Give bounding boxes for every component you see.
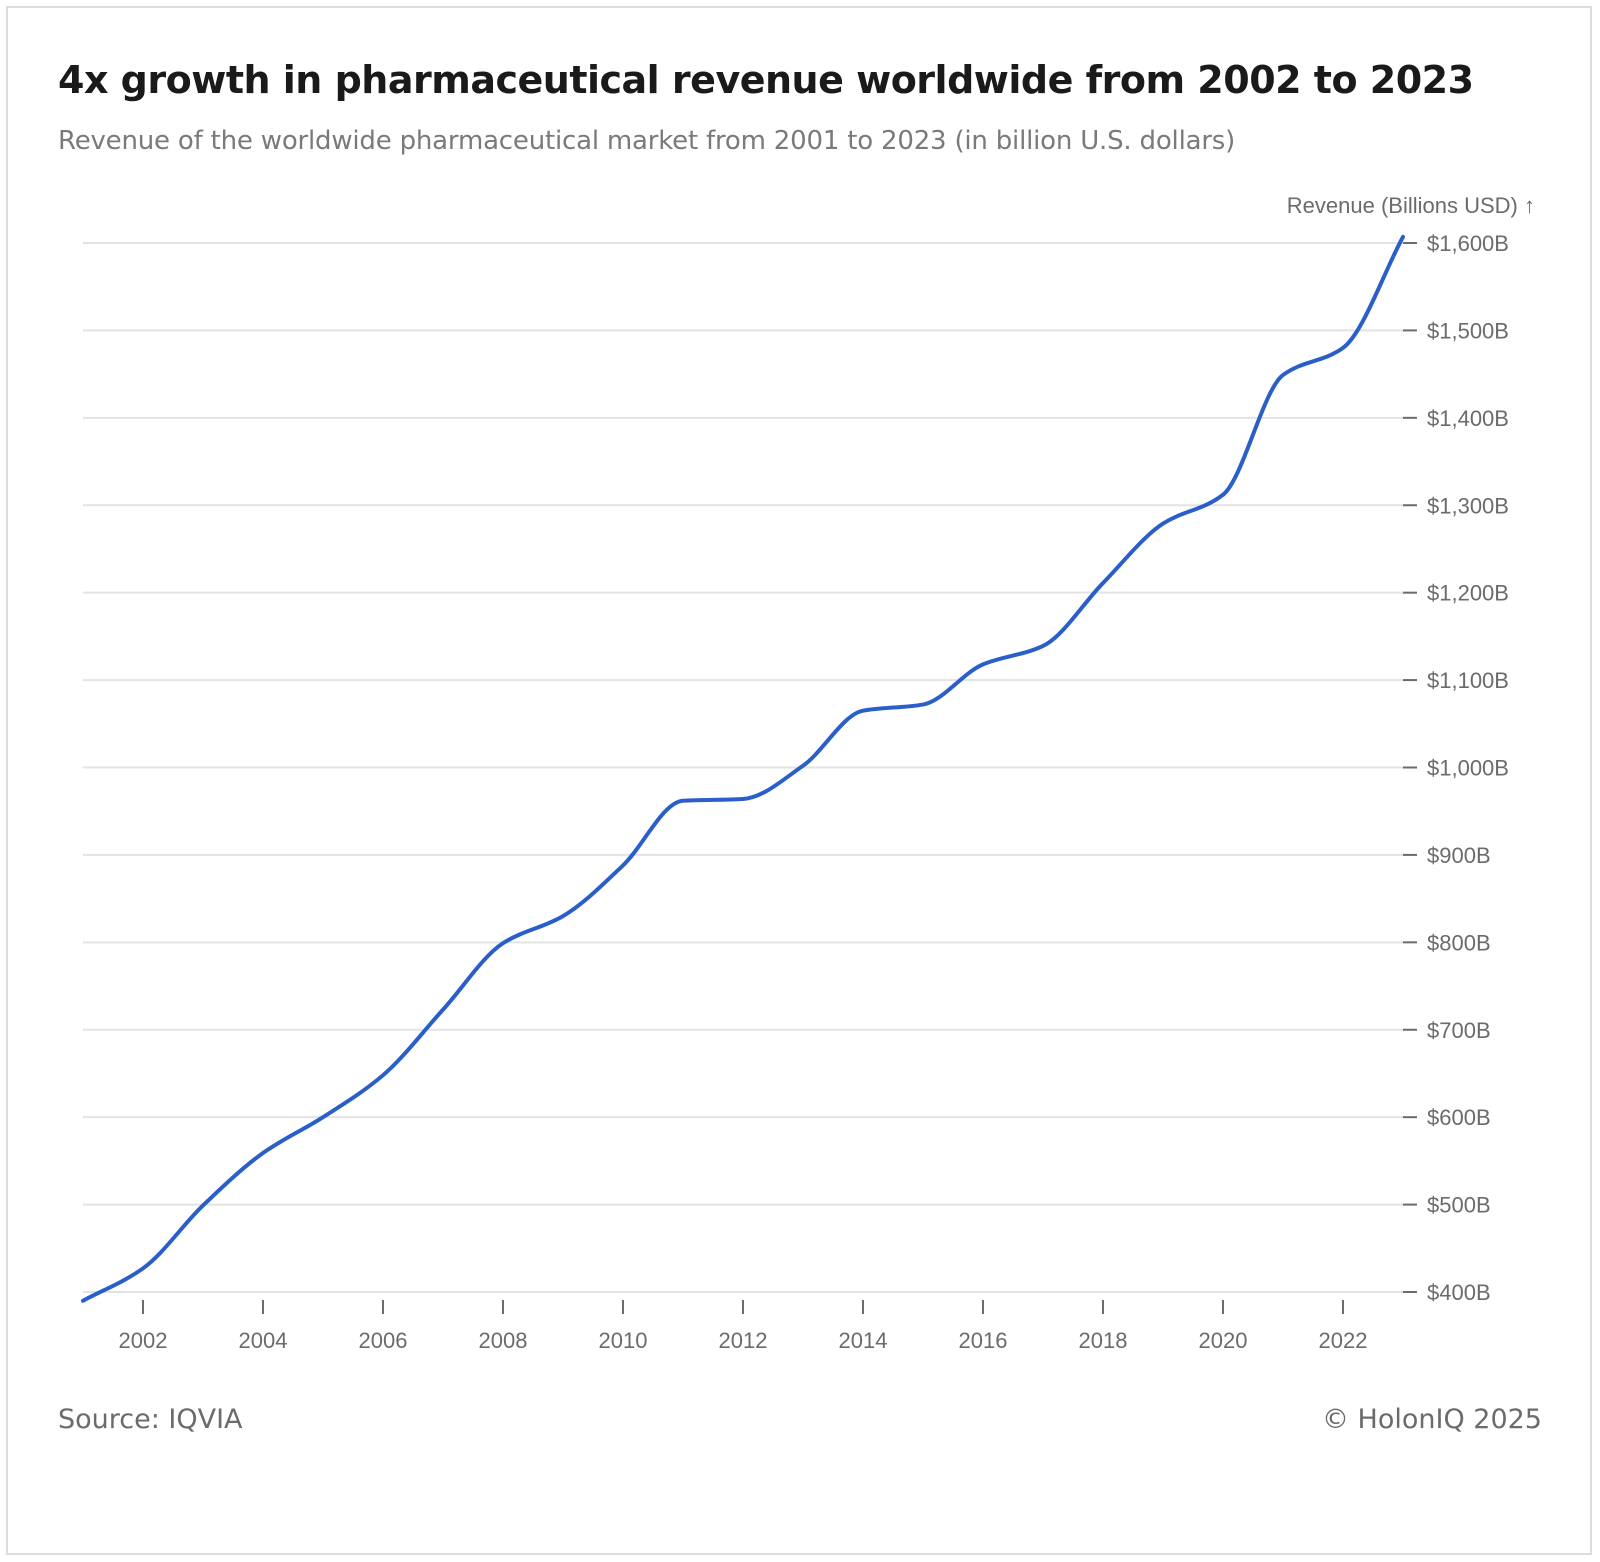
y-tick-label: $1,000B [1427, 756, 1509, 781]
data-point [740, 796, 746, 802]
copyright-note: © HolonIQ 2025 [1321, 1404, 1542, 1435]
y-axis: $400B $500B $600B $700B $800B $900B $1,000B $1,… [1403, 231, 1509, 1305]
x-tick-label: 2012 [719, 1328, 768, 1353]
data-point [140, 1265, 146, 1271]
x-tick-label: 2020 [1199, 1328, 1248, 1353]
x-axis: 2002 2004 2006 2008 2010 2012 2014 2016 2018 2020… [119, 1300, 1368, 1353]
y-tick-label: $1,500B [1427, 318, 1509, 343]
data-point [860, 708, 866, 714]
y-tick-label: $700B [1427, 1018, 1491, 1043]
y-axis-title: Revenue (Billions USD) ↑ [1287, 193, 1535, 218]
data-point [1160, 521, 1166, 527]
data-point [800, 763, 806, 769]
y-tick-label: $500B [1427, 1193, 1491, 1218]
y-tick-label: $1,200B [1427, 581, 1509, 606]
y-tick-label: $900B [1427, 843, 1491, 868]
y-tick-label: $1,100B [1427, 668, 1509, 693]
data-point [980, 661, 986, 667]
data-point [200, 1202, 206, 1208]
data-point [620, 862, 626, 868]
data-point [1280, 372, 1286, 378]
x-tick-label: 2010 [599, 1328, 648, 1353]
y-tick-label: $600B [1427, 1105, 1491, 1130]
y-tick-label: $800B [1427, 930, 1491, 955]
x-tick-label: 2006 [359, 1328, 408, 1353]
data-point [1220, 492, 1226, 498]
gridlines [83, 242, 1403, 1293]
source-note: Source: IQVIA [58, 1404, 243, 1435]
x-tick-label: 2002 [119, 1328, 168, 1353]
x-tick-label: 2018 [1079, 1328, 1128, 1353]
data-point [320, 1114, 326, 1120]
data-point [500, 940, 506, 946]
data-point [1100, 580, 1106, 586]
data-point [1340, 345, 1346, 351]
data-point [80, 1298, 86, 1304]
chart-card [6, 6, 1592, 1555]
y-tick-label: $1,300B [1427, 493, 1509, 518]
chart-title: 4x growth in pharmaceutical revenue worl… [58, 58, 1474, 102]
data-point [1400, 234, 1406, 240]
x-tick-label: 2022 [1319, 1328, 1368, 1353]
data-point [560, 913, 566, 919]
data-point [440, 1007, 446, 1013]
y-tick-label: $1,600B [1427, 231, 1509, 256]
data-point [1040, 643, 1046, 649]
x-tick-label: 2016 [959, 1328, 1008, 1353]
x-tick-label: 2004 [239, 1328, 288, 1353]
x-tick-label: 2014 [839, 1328, 888, 1353]
revenue-line [81, 234, 1405, 1303]
series-group [80, 234, 1406, 1304]
y-tick-label: $1,400B [1427, 406, 1509, 431]
data-point [260, 1150, 266, 1156]
chart-subtitle: Revenue of the worldwide pharmaceutical … [58, 126, 1236, 156]
data-point [680, 798, 686, 804]
data-point [380, 1072, 386, 1078]
data-point [920, 702, 926, 708]
x-tick-label: 2008 [479, 1328, 528, 1353]
y-tick-label: $400B [1427, 1280, 1491, 1305]
